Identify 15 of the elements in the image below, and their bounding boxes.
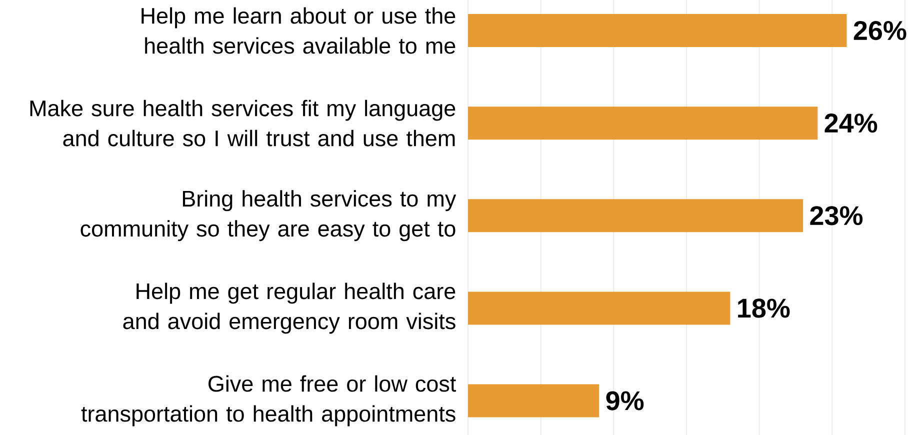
data-label: 18%: [738, 298, 790, 318]
bar: [468, 292, 730, 325]
y-tick-label: Give me free or low cost transportation to health appointments: [81, 375, 456, 426]
y-tick-label: Make sure health services fit my language and culture so I will trust and use them: [30, 100, 456, 146]
data-label: 24%: [824, 114, 878, 133]
y-tick-label: Bring health services to my community so they are easy to get to: [80, 190, 456, 242]
bar: [468, 384, 600, 418]
data-label: 26%: [854, 20, 906, 40]
bar: [468, 199, 804, 232]
bar: [468, 14, 847, 48]
data-label: 9%: [606, 391, 644, 410]
y-tick-label: Help me learn about or use the health services available to me: [142, 7, 456, 54]
y-tick-label: Help me get regular health care and avoid emergency room visits: [123, 282, 456, 334]
data-label: 23%: [810, 206, 863, 226]
bar: [468, 106, 818, 140]
